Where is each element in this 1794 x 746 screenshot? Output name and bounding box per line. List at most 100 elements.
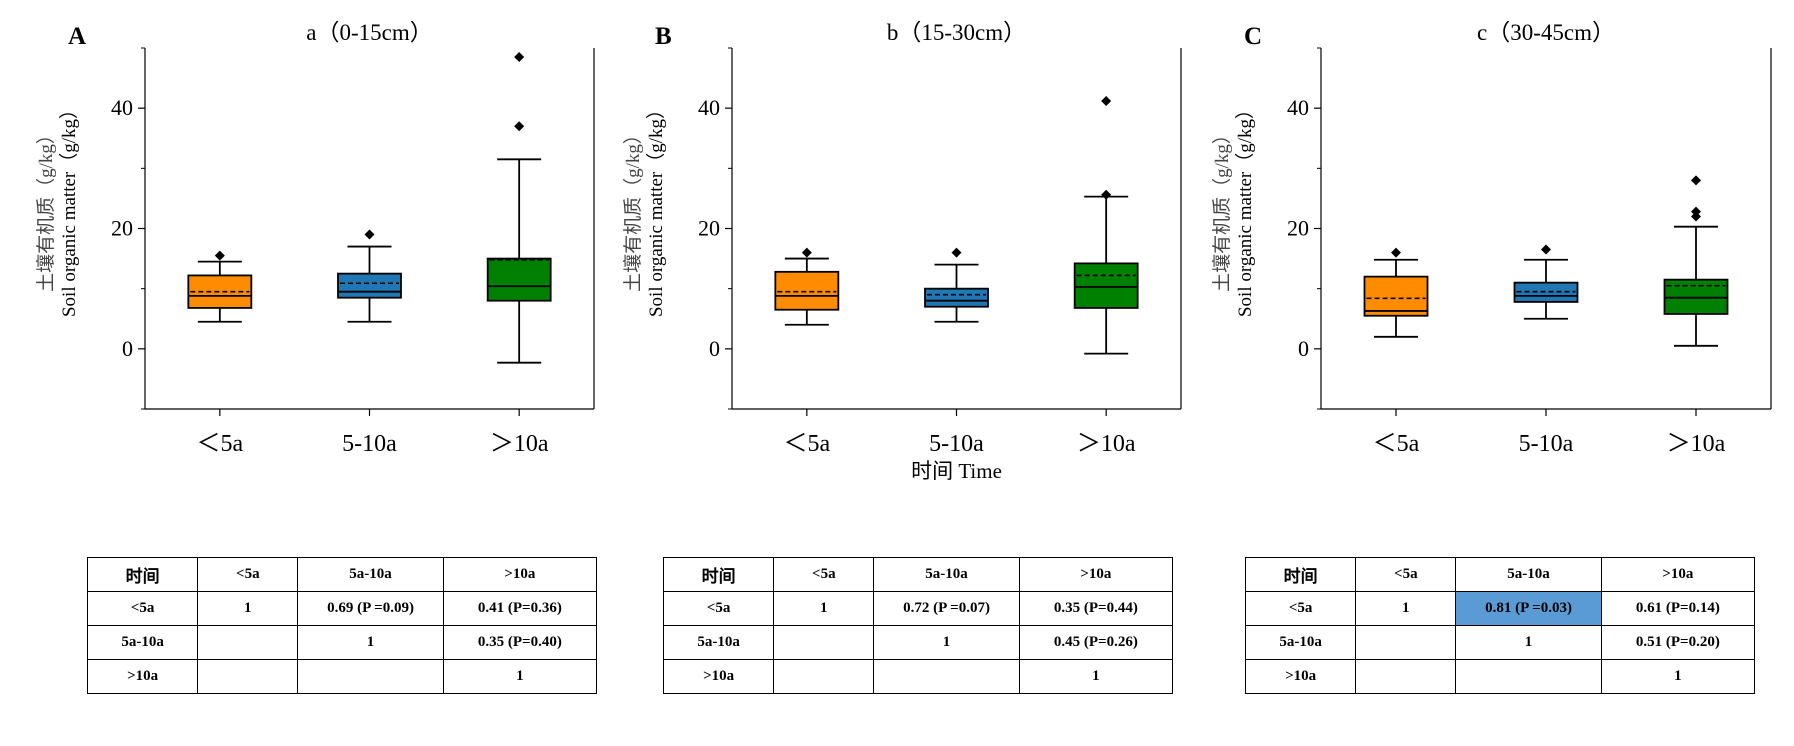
table-header-cell: 5a-10a bbox=[873, 557, 1020, 592]
outlier-point bbox=[514, 121, 525, 132]
y-tick-label: 20 bbox=[111, 216, 133, 241]
outlier-point bbox=[1101, 95, 1112, 106]
box-body bbox=[1363, 275, 1429, 317]
table-header-cell: <5a bbox=[773, 557, 875, 592]
panel-title: a（0-15cm） bbox=[306, 20, 432, 45]
box-＜5a bbox=[774, 247, 840, 326]
table-header-row: 时间 <5a 5a-10a >10a bbox=[1244, 557, 1756, 592]
y-tick-label: 20 bbox=[698, 216, 720, 241]
y-axis-label-cn: 土壤有机质（g/kg） bbox=[622, 125, 644, 292]
table-cell: 1 bbox=[1018, 659, 1174, 694]
outlier-point bbox=[514, 52, 525, 63]
table-header-cell: >10a bbox=[442, 557, 598, 592]
table-header-row: 时间 <5a 5a-10a >10a bbox=[86, 557, 598, 592]
table-cell: 1 bbox=[442, 659, 598, 694]
table-cell: 1 bbox=[1355, 591, 1457, 626]
table-row: >10a 1 bbox=[1244, 659, 1756, 694]
table-cell bbox=[1355, 625, 1457, 660]
outlier-point bbox=[214, 250, 225, 261]
table-row: 5a-10a 1 0.45 (P=0.26) bbox=[662, 625, 1174, 660]
table-cell: 0.45 (P=0.26) bbox=[1018, 625, 1174, 660]
table-header-cell: 时间 bbox=[86, 557, 199, 592]
table-row: <5a 1 0.72 (P =0.07) 0.35 (P=0.44) bbox=[662, 591, 1174, 626]
table-header-cell: 时间 bbox=[662, 557, 775, 592]
table-cell: 5a-10a bbox=[86, 625, 199, 660]
x-tick-label: ＜5a bbox=[784, 431, 831, 457]
x-tick-label: ＞10a bbox=[490, 431, 549, 457]
table-cell bbox=[1355, 659, 1457, 694]
table-cell: <5a bbox=[1244, 591, 1357, 626]
table-header-cell: <5a bbox=[197, 557, 299, 592]
box-body bbox=[774, 270, 840, 311]
x-tick-label: ＜5a bbox=[1373, 431, 1420, 457]
table-cell: 1 bbox=[197, 591, 299, 626]
table-row: 5a-10a 1 0.51 (P=0.20) bbox=[1244, 625, 1756, 660]
table-cell: 0.61 (P=0.14) bbox=[1600, 591, 1756, 626]
x-tick-label: 5-10a bbox=[929, 431, 984, 457]
table-header-cell: 5a-10a bbox=[297, 557, 444, 592]
outlier-point bbox=[1391, 247, 1401, 258]
box-body bbox=[486, 257, 552, 302]
panel-letter: A bbox=[68, 23, 86, 50]
y-tick-label: 0 bbox=[709, 336, 720, 361]
table-cell: >10a bbox=[1244, 659, 1357, 694]
table-row: <5a 1 0.69 (P =0.09) 0.41 (P=0.36) bbox=[86, 591, 598, 626]
table-cell bbox=[297, 659, 444, 694]
table-cell: 1 bbox=[1455, 625, 1602, 660]
panel-c: 0 20 40 c（30-45cm） C 土壤有机质（g/kg） Soil organic … bbox=[1211, 20, 1772, 457]
panel-title: c（30-45cm） bbox=[1477, 20, 1615, 45]
box-＜5a bbox=[187, 250, 253, 323]
table-row: >10a 1 bbox=[662, 659, 1174, 694]
table-cell bbox=[1455, 659, 1602, 694]
y-axis-label-cn: 土壤有机质（g/kg） bbox=[35, 125, 57, 292]
box-5-10a bbox=[337, 229, 402, 323]
box-body bbox=[1513, 281, 1579, 303]
table-row: <5a 1 0.81 (P =0.03) 0.61 (P=0.14) bbox=[1244, 591, 1756, 626]
table-cell: 0.69 (P =0.09) bbox=[297, 591, 444, 626]
table-cell: 5a-10a bbox=[1244, 625, 1357, 660]
table-cell: >10a bbox=[662, 659, 775, 694]
box-body bbox=[337, 272, 402, 299]
outlier-point bbox=[1541, 244, 1551, 255]
y-tick-label: 0 bbox=[1298, 336, 1309, 361]
table-header-cell: >10a bbox=[1600, 557, 1756, 592]
y-axis-label-cn: 土壤有机质（g/kg） bbox=[1211, 125, 1233, 292]
table-header-cell: <5a bbox=[1355, 557, 1457, 592]
correlation-table-a: 时间 <5a 5a-10a >10a <5a 1 0.69 (P =0.09) 0.41 (P… bbox=[86, 557, 598, 694]
y-tick-label: 0 bbox=[122, 336, 133, 361]
box-＜5a bbox=[1363, 247, 1429, 338]
table-cell: 1 bbox=[873, 625, 1020, 660]
outlier-point bbox=[1691, 206, 1701, 217]
outlier-point bbox=[951, 247, 962, 258]
x-axis-title: 时间 Time bbox=[911, 459, 1002, 483]
table-cell: 0.72 (P =0.07) bbox=[873, 591, 1020, 626]
table-header-cell: 5a-10a bbox=[1455, 557, 1602, 592]
table-cell bbox=[197, 659, 299, 694]
box-body bbox=[1663, 278, 1729, 315]
outlier-point bbox=[1101, 189, 1112, 200]
outlier-point bbox=[1691, 175, 1701, 186]
table-cell: 0.51 (P=0.20) bbox=[1600, 625, 1756, 660]
y-axis-label-en: Soil organic matter（g/kg） bbox=[58, 100, 80, 317]
correlation-table-b: 时间 <5a 5a-10a >10a <5a 1 0.72 (P =0.07) 0.35 (P… bbox=[662, 557, 1174, 694]
x-tick-label: 5-10a bbox=[342, 431, 397, 457]
table-cell: <5a bbox=[86, 591, 199, 626]
box-body bbox=[924, 287, 989, 308]
box-5-10a bbox=[924, 247, 989, 323]
box-＞10a bbox=[1663, 175, 1729, 347]
table-cell: >10a bbox=[86, 659, 199, 694]
y-axis-label-en: Soil organic matter（g/kg） bbox=[645, 100, 667, 317]
outlier-point bbox=[364, 229, 375, 240]
table-header-row: 时间 <5a 5a-10a >10a bbox=[662, 557, 1174, 592]
panel-letter: B bbox=[655, 23, 672, 50]
x-tick-label: ＞10a bbox=[1077, 431, 1136, 457]
table-cell: <5a bbox=[662, 591, 775, 626]
table-header-cell: 时间 bbox=[1244, 557, 1357, 592]
table-cell: 0.35 (P=0.44) bbox=[1018, 591, 1174, 626]
table-cell bbox=[197, 625, 299, 660]
table-cell: 1 bbox=[297, 625, 444, 660]
table-row: >10a 1 bbox=[86, 659, 598, 694]
table-cell: 1 bbox=[1600, 659, 1756, 694]
y-tick-label: 40 bbox=[111, 95, 133, 120]
